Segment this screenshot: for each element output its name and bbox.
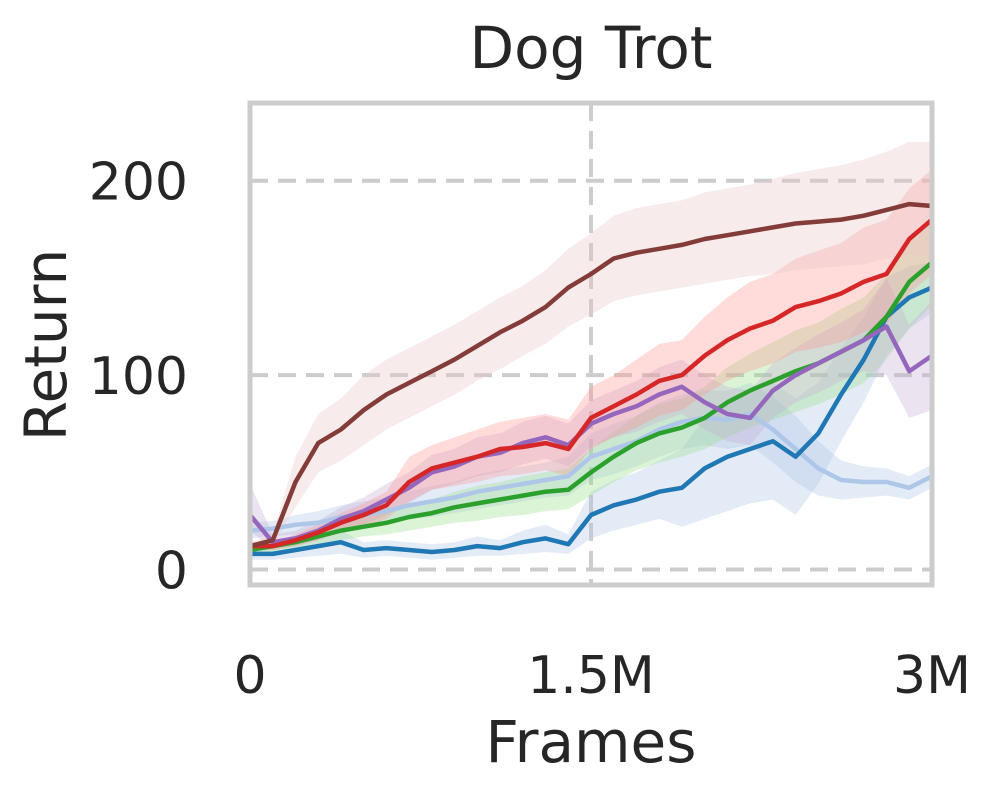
y-tick-label-0: 0 bbox=[155, 541, 188, 601]
series-4-band bbox=[250, 169, 932, 550]
series-5-band bbox=[250, 141, 932, 550]
series-1-line bbox=[247, 285, 935, 557]
x-axis-label: Frames bbox=[486, 708, 697, 776]
x-tick-label-0: 0 bbox=[233, 646, 266, 706]
series-2-band bbox=[250, 219, 932, 554]
series-5-line bbox=[247, 201, 935, 549]
series-1-band bbox=[250, 262, 932, 560]
x-tick-label-1: 1.5M bbox=[527, 646, 655, 706]
series-3-line bbox=[247, 324, 935, 545]
y-axis-label: Return bbox=[12, 249, 80, 441]
plot-area: 0 100 200 0 1.5M 3M bbox=[89, 100, 971, 706]
x-tick-label-2: 3M bbox=[893, 646, 971, 706]
series-4-line bbox=[247, 217, 935, 549]
chart-title: Dog Trot bbox=[469, 14, 712, 82]
y-tick-label-1: 100 bbox=[89, 347, 188, 407]
y-tick-label-2: 200 bbox=[89, 153, 188, 213]
plot-frame bbox=[247, 100, 935, 588]
